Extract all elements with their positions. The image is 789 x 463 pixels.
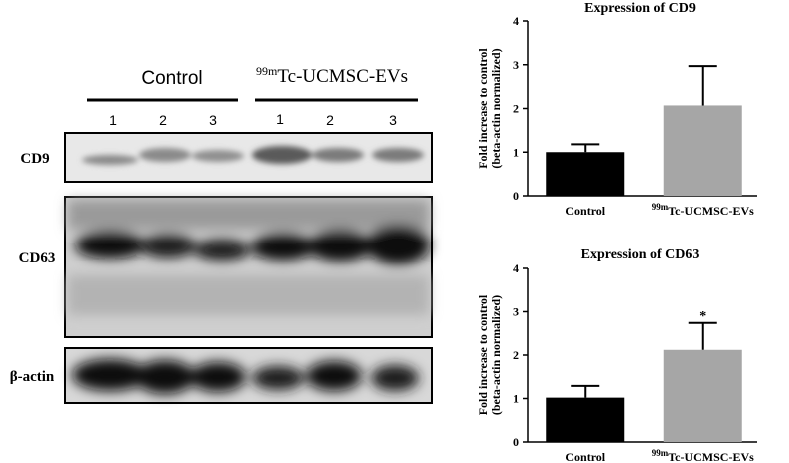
lane-label: 1	[276, 111, 284, 127]
y-tick-label: 0	[513, 435, 519, 449]
group-label: 99mTc-UCMSC-EVs	[256, 64, 408, 87]
row-label: CD9	[20, 151, 49, 167]
annotation: *	[699, 309, 706, 324]
y-tick-label: 4	[513, 261, 519, 275]
bar-chart: Expression of CD63 Fold increase to contr…	[476, 247, 757, 463]
category-prefix: 99m	[652, 202, 669, 212]
category-text: Tc-UCMSC-EVs	[668, 450, 754, 463]
bar	[546, 152, 625, 196]
row-label: β-actin	[10, 369, 55, 385]
bar	[546, 397, 625, 442]
y-axis-label: Fold increase to control	[476, 294, 490, 415]
y-tick-label: 3	[513, 305, 519, 319]
row-label: CD63	[19, 250, 56, 266]
bar	[663, 349, 742, 442]
error-bar	[571, 143, 600, 153]
y-tick-label: 2	[513, 102, 519, 116]
category-text: Tc-UCMSC-EVs	[668, 204, 754, 218]
error-bar	[571, 384, 600, 398]
y-axis-label: (beta-actin normalized)	[489, 48, 503, 168]
category-prefix: 99m	[652, 448, 669, 458]
bar	[663, 105, 742, 196]
x-tick-label: 99mTc-UCMSC-EVs	[652, 202, 754, 218]
lane-label: 2	[326, 112, 334, 128]
x-tick-label: Control	[565, 450, 605, 463]
x-tick-label: 99mTc-UCMSC-EVs	[652, 448, 754, 463]
lane-label: 1	[109, 112, 117, 128]
bands	[72, 359, 419, 394]
y-tick-label: 2	[513, 348, 519, 362]
bands	[82, 146, 424, 165]
chart-title: Expression of CD63	[581, 247, 700, 262]
lane-label: 3	[389, 112, 397, 128]
bands	[68, 200, 430, 315]
x-tick-label: Control	[565, 204, 605, 218]
y-tick-label: 1	[513, 145, 519, 159]
error-bar	[688, 65, 717, 106]
bar-chart: Expression of CD9 Fold increase to contro…	[476, 1, 757, 218]
chart-title: Expression of CD9	[584, 1, 696, 16]
error-bar	[688, 321, 717, 350]
lane-label: 3	[209, 112, 217, 128]
category-text: Control	[565, 450, 605, 463]
y-axis-label: (beta-actin normalized)	[489, 295, 503, 415]
y-tick-label: 0	[513, 189, 519, 203]
y-axis-label: Fold increase to control	[476, 48, 490, 169]
y-tick-label: 1	[513, 392, 519, 406]
category-text: Control	[565, 204, 605, 218]
y-tick-label: 4	[513, 14, 519, 28]
y-tick-label: 3	[513, 58, 519, 72]
group-label: Control	[141, 68, 202, 89]
lane-label: 2	[159, 112, 167, 128]
